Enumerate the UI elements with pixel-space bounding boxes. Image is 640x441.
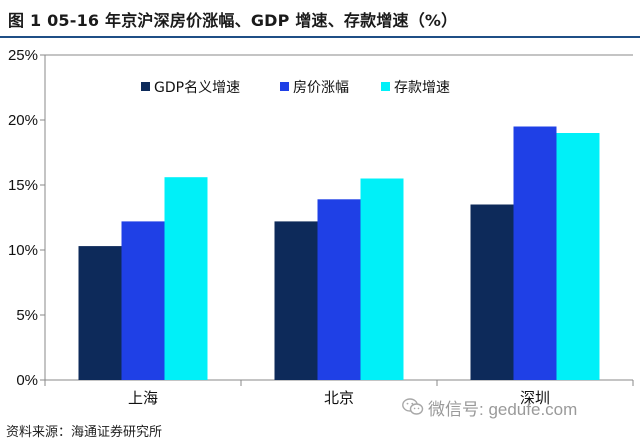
watermark: 微信号: gedufe.com (402, 396, 578, 419)
chart-area: 0% 5% 10% 15% 20% 25% 上海 北京 深圳 GDP名义增速 房价涨幅 存款增速 (0, 38, 640, 421)
figure-title: 图 1 05-16 年京沪深房价涨幅、GDP 增速、存款增速（%） (8, 11, 458, 30)
bar (164, 177, 208, 380)
y-tick-label: 5% (16, 307, 38, 324)
y-tick-label: 10% (8, 242, 38, 259)
bar (274, 221, 318, 380)
y-tick-label: 20% (8, 112, 38, 129)
legend-swatch (280, 82, 289, 91)
watermark-text: 微信号: gedufe.com (428, 399, 578, 419)
bar (317, 199, 361, 380)
y-tick-label: 15% (8, 177, 38, 194)
y-tick-label: 25% (8, 47, 38, 64)
legend-swatch (141, 82, 150, 91)
bar (360, 178, 404, 380)
y-tick-label: 0% (16, 372, 38, 389)
wechat-icon (402, 398, 424, 415)
x-tick-label: 上海 (128, 389, 158, 407)
bar (121, 221, 165, 380)
x-tick-label: 北京 (324, 389, 354, 407)
bar (556, 133, 600, 380)
bar (513, 126, 557, 380)
legend-label: 存款增速 (394, 80, 450, 96)
legend-label: GDP名义增速 (154, 80, 240, 96)
source-note: 资料来源：海通证券研究所 (6, 425, 163, 440)
bar-chart: 0% 5% 10% 15% 20% 25% 上海 北京 深圳 GDP名义增速 房价涨幅 存款增速 (8, 47, 634, 407)
legend-swatch (381, 82, 390, 91)
figure-header: 图 1 05-16 年京沪深房价涨幅、GDP 增速、存款增速（%） (0, 0, 640, 38)
bar (470, 204, 514, 380)
legend-label: 房价涨幅 (293, 80, 349, 96)
bar (78, 246, 122, 380)
x-tick-label: 深圳 (520, 389, 550, 407)
